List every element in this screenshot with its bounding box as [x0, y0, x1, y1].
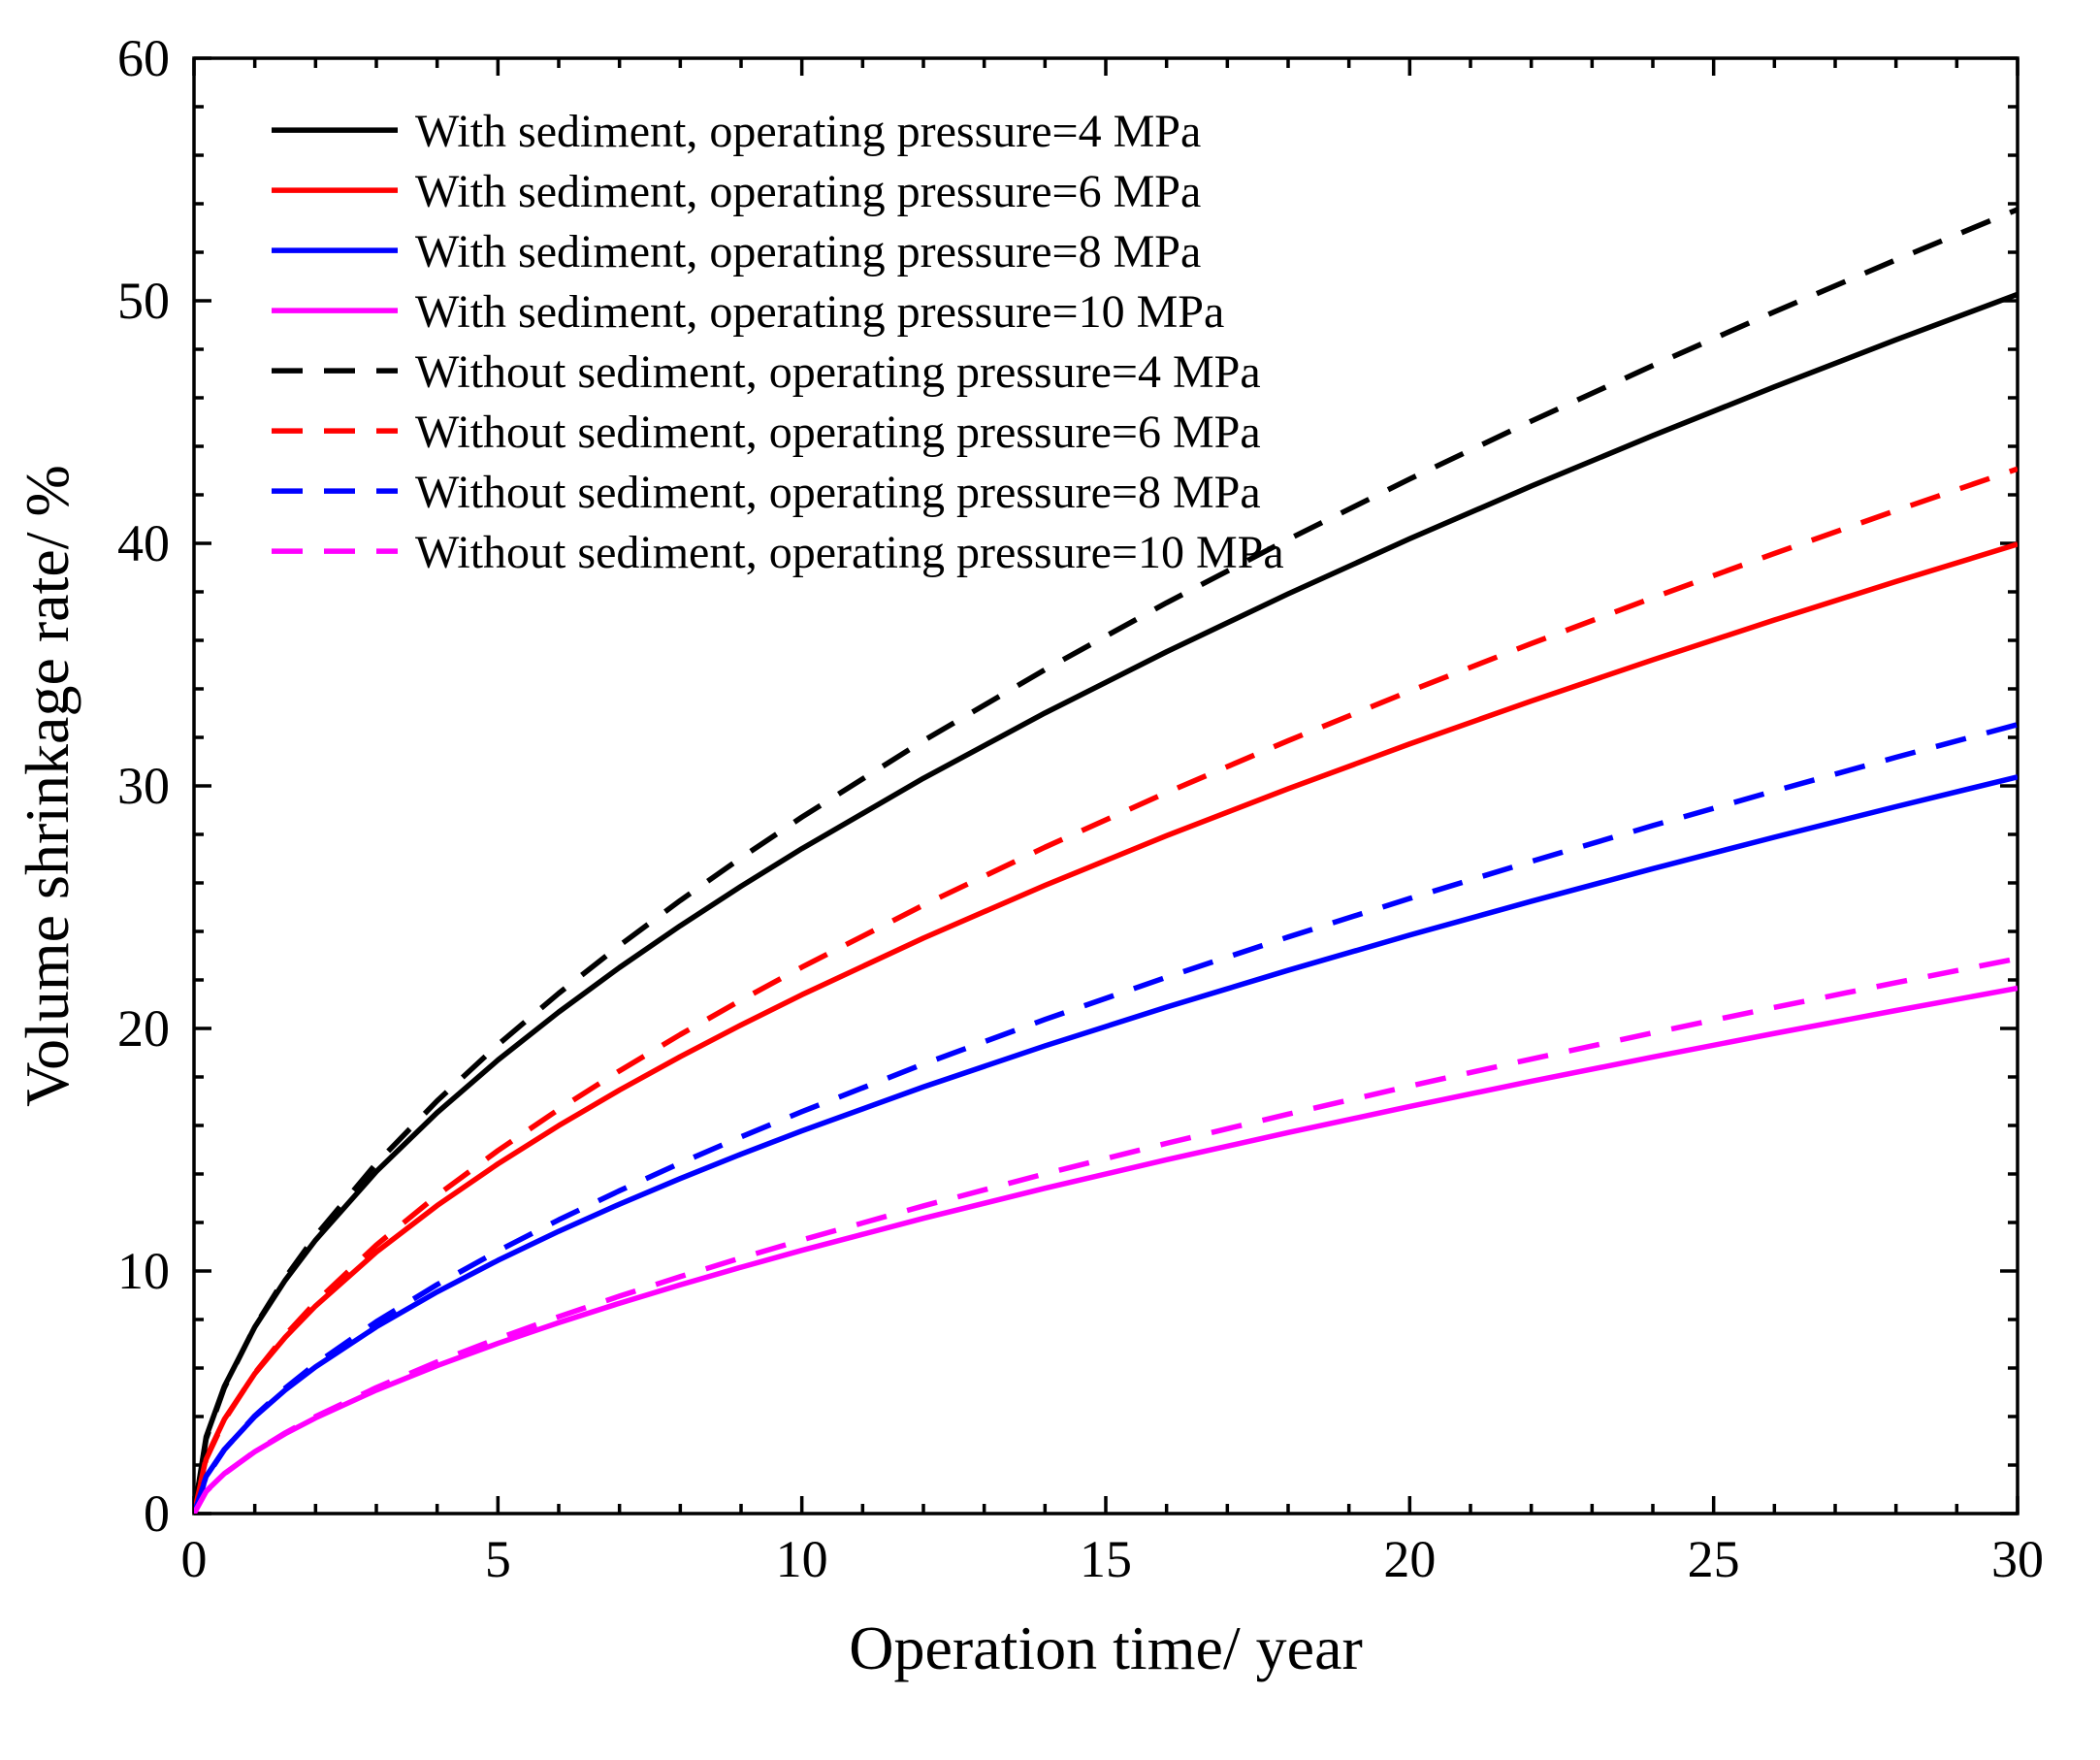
chart-container: 0 5 10 15 20 25 30 0 10 20 30 40 50 60 Operation time/…	[0, 0, 2100, 1760]
y-tick-label: 40	[117, 514, 170, 572]
legend-label: Without sediment, operating pressure=10 …	[415, 527, 1284, 578]
legend-label: With sediment, operating pressure=6 MPa	[415, 166, 1201, 217]
x-axis-label: Operation time/ year	[849, 1613, 1363, 1682]
y-tick-label: 60	[117, 29, 170, 87]
x-tick-label: 25	[1688, 1530, 1740, 1588]
legend-label: Without sediment, operating pressure=4 M…	[415, 346, 1261, 398]
y-tick-label: 0	[144, 1484, 170, 1543]
legend-label: With sediment, operating pressure=10 MPa	[415, 286, 1224, 338]
legend-label: With sediment, operating pressure=4 MPa	[415, 106, 1201, 157]
y-tick-label: 50	[117, 272, 170, 330]
x-tick-label: 20	[1383, 1530, 1436, 1588]
x-tick-label: 15	[1080, 1530, 1132, 1588]
y-tick-label: 30	[117, 757, 170, 815]
y-tick-label: 20	[117, 999, 170, 1058]
x-tick-label: 10	[776, 1530, 828, 1588]
line-chart: 0 5 10 15 20 25 30 0 10 20 30 40 50 60 Operation time/…	[0, 0, 2100, 1760]
x-tick-label: 5	[485, 1530, 511, 1588]
y-axis-label: Volume shrinkage rate/ %	[13, 465, 81, 1107]
legend-label: Without sediment, operating pressure=8 M…	[415, 467, 1261, 518]
legend-label: With sediment, operating pressure=8 MPa	[415, 226, 1201, 277]
y-tick-label: 10	[117, 1242, 170, 1300]
legend-label: Without sediment, operating pressure=6 M…	[415, 407, 1261, 458]
x-tick-label: 0	[181, 1530, 208, 1588]
x-tick-label: 30	[1991, 1530, 2044, 1588]
